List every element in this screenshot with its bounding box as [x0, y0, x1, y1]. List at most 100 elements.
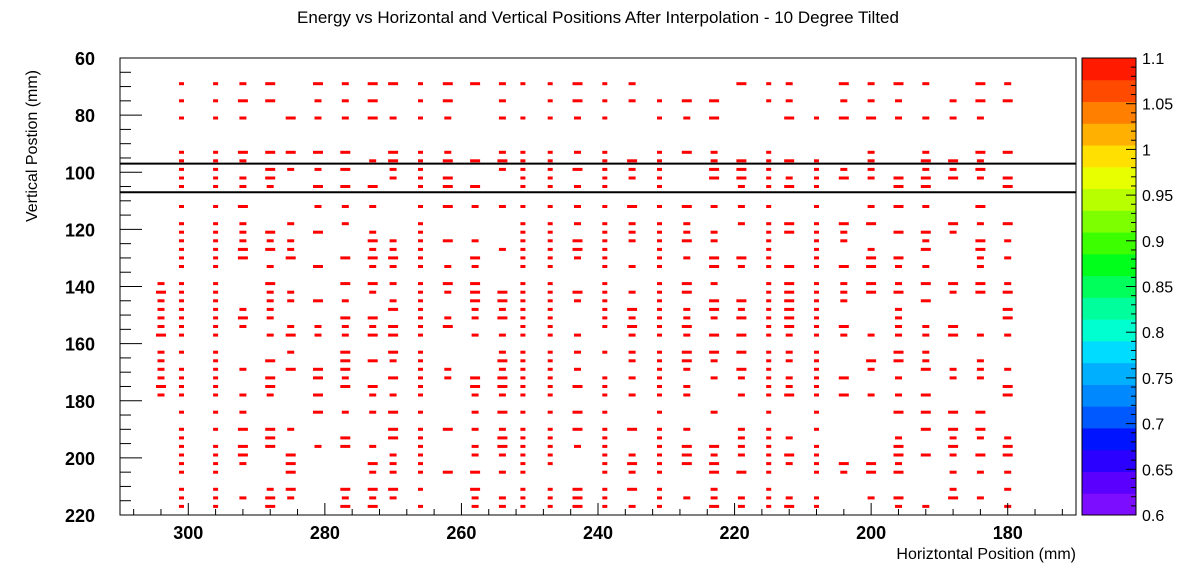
heatmap-cell — [471, 316, 479, 320]
heatmap-cell — [709, 470, 720, 474]
heatmap-cell — [179, 470, 184, 474]
heatmap-cell — [266, 487, 274, 491]
heatmap-cell — [766, 290, 772, 294]
heatmap-cell — [547, 385, 553, 388]
heatmap-cell — [1004, 470, 1012, 474]
heatmap-cell — [369, 290, 377, 294]
heatmap-cell — [498, 247, 506, 251]
heatmap-cell — [628, 82, 636, 86]
heatmap-cell — [237, 316, 248, 320]
heatmap-cell — [628, 470, 636, 474]
heatmap-cell — [920, 427, 931, 431]
heatmap-cell — [766, 325, 772, 328]
heatmap-cell — [840, 299, 848, 303]
heatmap-cell — [498, 496, 506, 500]
heatmap-cell — [920, 230, 931, 234]
heatmap-cell — [179, 376, 184, 380]
x-tick-label: 300 — [173, 523, 203, 543]
heatmap-cell — [369, 230, 377, 234]
heatmap-cell — [866, 222, 877, 226]
heatmap-cell — [683, 496, 691, 500]
heatmap-cell — [520, 504, 526, 508]
heatmap-cell — [867, 247, 875, 251]
heatmap-cell — [602, 325, 608, 328]
heatmap-cell — [520, 222, 526, 226]
heatmap-cell — [681, 462, 692, 466]
heatmap-cell — [179, 393, 184, 397]
heatmap-cell — [389, 116, 397, 120]
heatmap-cell — [893, 350, 904, 354]
heatmap-cell — [498, 150, 506, 154]
heatmap-cell — [520, 496, 526, 500]
heatmap-cell — [520, 256, 526, 260]
heatmap-cell — [975, 99, 986, 103]
heatmap-cell — [766, 265, 772, 268]
heatmap-cell — [389, 299, 397, 303]
heatmap-cell — [814, 410, 819, 414]
heatmap-cell — [340, 444, 351, 448]
heatmap-cell — [471, 239, 479, 243]
heatmap-cell — [367, 239, 378, 243]
heatmap-cell — [736, 82, 747, 86]
heatmap-cell — [784, 185, 795, 188]
heatmap-cell — [213, 159, 219, 163]
heatmap-cell — [766, 167, 772, 171]
heatmap-cell — [442, 239, 453, 243]
heatmap-cell — [418, 359, 423, 363]
heatmap-cell — [785, 385, 793, 388]
heatmap-cell — [657, 150, 662, 154]
heatmap-cell — [657, 444, 662, 448]
heatmap-cell — [239, 393, 247, 397]
heatmap-cell — [340, 256, 351, 260]
heatmap-cell — [442, 427, 453, 431]
heatmap-cell — [313, 230, 323, 234]
heatmap-cell — [498, 116, 506, 120]
heatmap-cell — [1002, 290, 1013, 294]
heatmap-cell — [948, 444, 959, 448]
heatmap-cell — [895, 265, 902, 268]
heatmap-cell — [367, 385, 378, 388]
heatmap-cell — [766, 393, 772, 397]
heatmap-cell — [814, 316, 819, 320]
heatmap-cell — [785, 176, 793, 180]
heatmap-cell — [314, 205, 322, 208]
heatmap-cell — [213, 150, 219, 154]
heatmap-cell — [709, 99, 720, 103]
heatmap-cell — [840, 470, 848, 474]
heatmap-cell — [471, 393, 479, 397]
heatmap-cell — [949, 290, 957, 294]
heatmap-cell — [602, 316, 608, 320]
heatmap-cell — [893, 453, 904, 457]
heatmap-cell — [418, 385, 423, 388]
heatmap-cell — [179, 116, 184, 120]
heatmap-cell — [498, 427, 506, 431]
heatmap-cell — [341, 410, 349, 414]
heatmap-cell — [497, 359, 508, 363]
heatmap-cell — [657, 176, 662, 180]
heatmap-cell — [547, 82, 553, 86]
heatmap-cell — [520, 376, 526, 380]
heatmap-cell — [628, 99, 636, 103]
colorbar-tick-label: 0.75 — [1142, 371, 1173, 388]
heatmap-cell — [867, 82, 875, 86]
heatmap-cell — [418, 282, 423, 286]
heatmap-cell — [814, 222, 819, 226]
heatmap-cell — [497, 376, 508, 380]
colorbar-segment — [1082, 406, 1136, 429]
heatmap-cell — [367, 185, 378, 188]
heatmap-cell — [814, 470, 819, 474]
heatmap-cell — [341, 376, 349, 380]
heatmap-cell — [470, 82, 481, 86]
heatmap-cell — [976, 496, 984, 500]
heatmap-cells — [156, 82, 1013, 508]
heatmap-cell — [628, 393, 636, 397]
heatmap-cell — [442, 82, 453, 86]
heatmap-cell — [265, 99, 276, 103]
heatmap-cell — [736, 350, 747, 354]
heatmap-cell — [156, 333, 166, 337]
heatmap-cell — [784, 316, 795, 320]
heatmap-cell — [785, 350, 793, 354]
heatmap-cell — [314, 116, 322, 120]
heatmap-cell — [1002, 385, 1013, 388]
heatmap-cell — [418, 176, 423, 180]
